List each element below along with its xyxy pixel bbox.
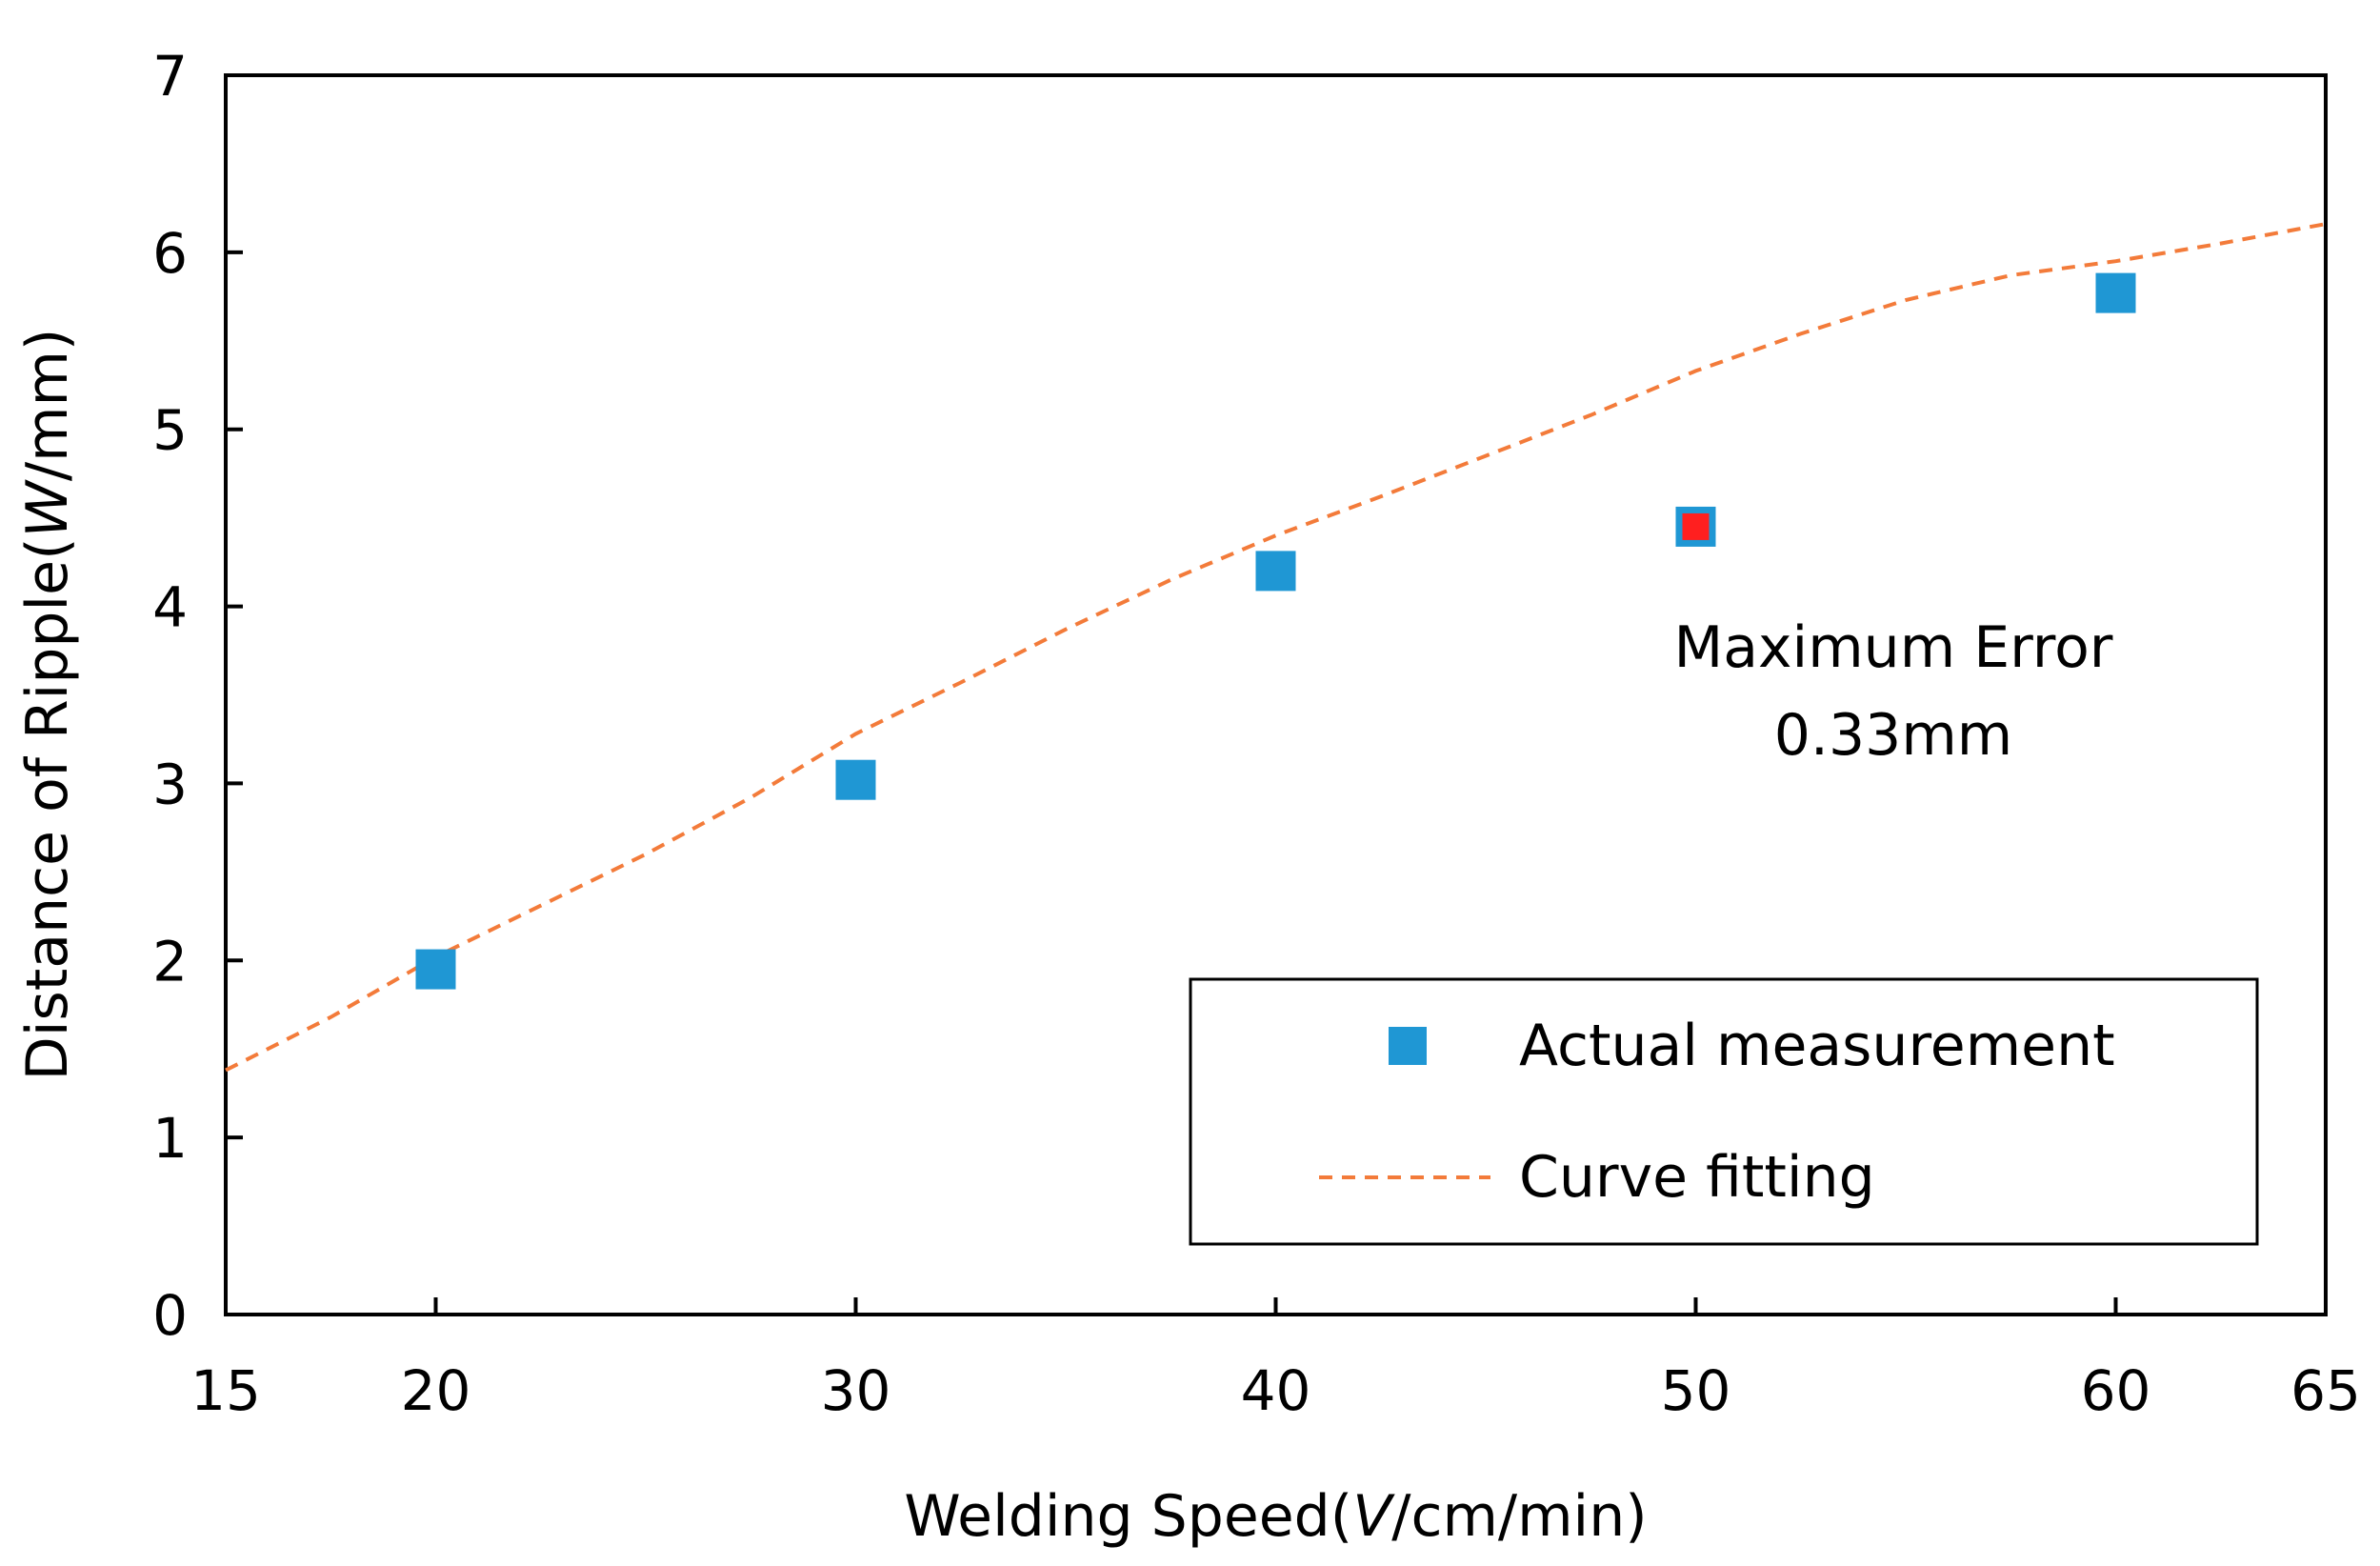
- measurement-point: [835, 759, 876, 800]
- annotation-line-1: Maximum Error: [1674, 614, 2113, 681]
- axis-titles: Welding Speed(V/cm/min) Distance of Ripp…: [14, 329, 1648, 1550]
- x-tick-label: 40: [1241, 1358, 1311, 1423]
- x-tick-label: 65: [2290, 1358, 2361, 1423]
- y-axis-title-prefix: Distance of Ripple(: [14, 538, 81, 1081]
- curve-layer: [225, 222, 2327, 1073]
- y-tick-label: 2: [152, 929, 188, 994]
- x-axis-title-prefix: Welding Speed(: [904, 1483, 1352, 1550]
- y-axis-title: Distance of Ripple(W/mm): [14, 329, 81, 1081]
- y-tick-label: 3: [152, 752, 188, 816]
- legend-box: [1189, 977, 2259, 1246]
- measurement-point: [1255, 551, 1296, 592]
- legend-label-actual-measurement: Actual measurement: [1519, 1013, 2115, 1079]
- y-axis-title-suffix: /mm): [14, 329, 81, 482]
- max-error-highlight-marker: [1682, 512, 1710, 540]
- x-tick-label: 60: [2081, 1358, 2151, 1423]
- y-axis-title-italic: W: [14, 479, 81, 538]
- measurement-point: [415, 949, 456, 990]
- legend: Actual measurement Curve fitting: [1189, 977, 2259, 1246]
- measurement-point: [2095, 272, 2136, 313]
- x-axis-title-suffix: /cm/min): [1391, 1483, 1647, 1550]
- curve-fitting-line: [225, 222, 2327, 1073]
- annotation-layer: Maximum Error 0.33mm: [1674, 614, 2113, 769]
- points-layer: [415, 272, 2136, 990]
- y-tick-label: 0: [152, 1283, 188, 1348]
- annotation-line-2: 0.33mm: [1774, 702, 2013, 769]
- x-axis-title: Welding Speed(V/cm/min): [904, 1483, 1647, 1550]
- x-tick-label: 15: [190, 1358, 261, 1423]
- x-axis-title-italic: V: [1352, 1483, 1395, 1550]
- x-tick-label: 20: [401, 1358, 471, 1423]
- axis-layer: 15 20 30 40 50 60 65 0 1 2 3 4 5 6 7: [152, 44, 2361, 1423]
- x-tick-label: 50: [1661, 1358, 1731, 1423]
- y-tick-label: 7: [152, 44, 188, 109]
- y-tick-label: 4: [152, 575, 188, 640]
- y-tick-label: 1: [152, 1106, 188, 1171]
- legend-marker-actual-measurement: [1389, 1027, 1427, 1065]
- y-tick-label: 5: [152, 398, 188, 463]
- legend-label-curve-fitting: Curve fitting: [1519, 1144, 1875, 1211]
- x-tick-label: 30: [821, 1358, 891, 1423]
- y-tick-label: 6: [152, 221, 188, 286]
